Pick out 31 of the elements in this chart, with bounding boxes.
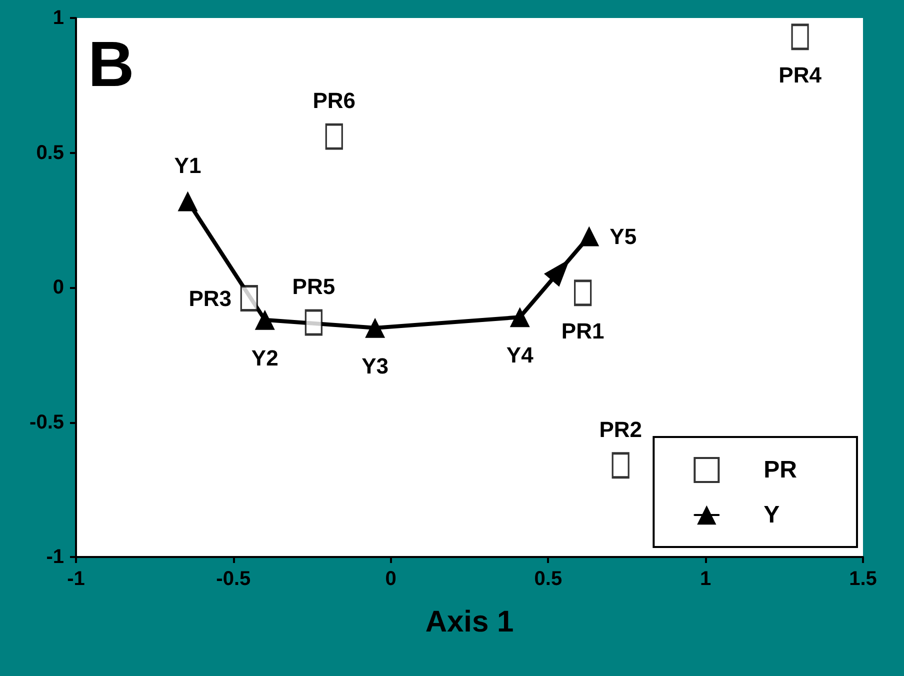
annotation: Y5 [610, 224, 637, 249]
annotation: PR4 [778, 62, 822, 88]
legend-label: Y [764, 502, 780, 528]
annotation: PR5 [292, 274, 336, 300]
x-tick-label: 0 [385, 568, 396, 590]
y-tick-label: 0.5 [36, 142, 64, 164]
annotation: Y4 [506, 342, 534, 368]
point [510, 307, 530, 328]
point [365, 318, 386, 338]
y-tick-label: 1 [52, 7, 64, 29]
annotation: B [88, 28, 134, 100]
annotation: Y2 [251, 345, 278, 370]
annotation: Y1 [174, 152, 202, 178]
annotation: Y3 [362, 353, 389, 378]
point [579, 226, 600, 246]
x-tick-label: -1 [67, 568, 85, 590]
x-tick-label: 0.5 [534, 568, 562, 590]
y-tick-label: -0.5 [30, 411, 64, 434]
x-tick-label: -0.5 [216, 568, 251, 590]
point [254, 310, 275, 330]
annotation: PR2 [599, 416, 642, 442]
x-axis-title: Axis 1 [425, 606, 514, 638]
x-tick-label: 1.5 [849, 568, 877, 590]
y-tick-label: 0 [52, 276, 64, 298]
x-tick-label: 1 [700, 568, 712, 590]
point [178, 191, 198, 212]
annotation: PR1 [561, 318, 604, 344]
y-tick-label: -1 [46, 546, 64, 568]
annotation: PR3 [188, 286, 232, 311]
legend-label: PR [764, 456, 798, 484]
annotation: PR6 [312, 88, 356, 114]
